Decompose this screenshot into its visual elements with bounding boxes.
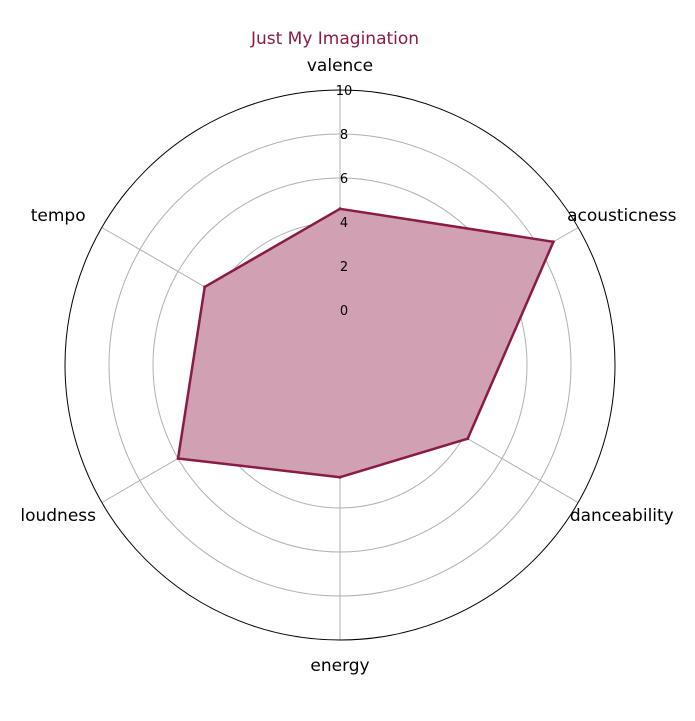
data-point-tempo <box>203 285 207 289</box>
tick-label-0: 0 <box>340 304 348 319</box>
category-label-tempo: tempo <box>31 206 86 226</box>
data-point-energy <box>338 475 342 479</box>
category-label-loudness: loudness <box>20 506 96 526</box>
chart-title: Just My Imagination <box>250 29 419 49</box>
series-area <box>178 208 554 478</box>
data-point-acousticness <box>551 240 555 244</box>
data-point-valence <box>338 207 342 211</box>
tick-label-10: 10 <box>336 84 353 99</box>
tick-label-2: 2 <box>340 260 348 275</box>
data-point-danceability <box>466 437 470 441</box>
data-point-loudness <box>176 457 180 460</box>
category-label-valence: valence <box>307 56 373 76</box>
tick-label-6: 6 <box>340 172 348 187</box>
category-label-energy: energy <box>310 656 369 676</box>
radar-series <box>176 207 555 479</box>
outer-ring <box>64 89 616 641</box>
category-label-acousticness: acousticness <box>567 206 677 226</box>
tick-label-8: 8 <box>340 128 348 143</box>
radial-tick-labels: 0 2 4 6 8 10 <box>336 84 353 319</box>
category-labels: valence acousticness danceability energy lou… <box>20 56 676 676</box>
category-label-danceability: danceability <box>570 506 674 526</box>
tick-label-4: 4 <box>340 216 348 231</box>
